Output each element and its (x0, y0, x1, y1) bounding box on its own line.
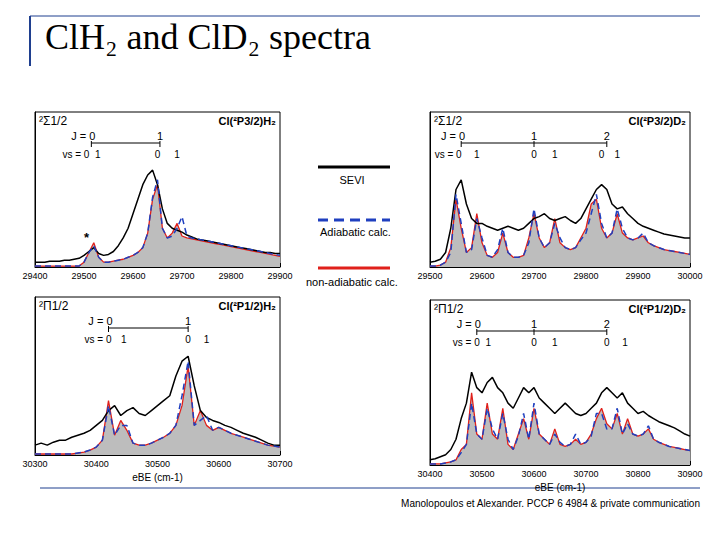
svg-text:J = 0: J = 0 (71, 130, 95, 142)
svg-text:0: 0 (185, 334, 191, 345)
svg-text:30400: 30400 (417, 469, 442, 479)
svg-text:29500: 29500 (71, 271, 96, 281)
svg-text:1: 1 (204, 334, 210, 345)
svg-text:30700: 30700 (573, 469, 598, 479)
svg-text:0: 0 (531, 149, 537, 160)
svg-text:1: 1 (614, 149, 620, 160)
svg-text:1: 1 (157, 130, 163, 142)
svg-text:1: 1 (622, 337, 628, 348)
svg-text:²Π1/2: ²Π1/2 (39, 299, 69, 313)
svg-text:vs = 0: vs = 0 (62, 149, 89, 160)
svg-text:*: * (84, 230, 90, 245)
svg-text:Manolopoulos et Alexander. PCC: Manolopoulos et Alexander. PCCP 6 4984 &… (401, 498, 700, 509)
svg-text:SEVI: SEVI (339, 174, 364, 186)
svg-text:²Π1/2: ²Π1/2 (434, 302, 464, 316)
svg-text:eBE (cm-1): eBE (cm-1) (535, 482, 586, 493)
svg-text:²Σ1/2: ²Σ1/2 (434, 114, 462, 128)
svg-text:vs = 0: vs = 0 (453, 337, 480, 348)
svg-text:1: 1 (531, 130, 537, 142)
svg-text:1: 1 (95, 149, 101, 160)
svg-text:J = 0: J = 0 (88, 315, 112, 327)
svg-text:30000: 30000 (677, 271, 702, 281)
svg-text:vs = 0: vs = 0 (435, 149, 462, 160)
svg-text:29900: 29900 (625, 271, 650, 281)
svg-text:30900: 30900 (677, 469, 702, 479)
svg-text:29700: 29700 (521, 271, 546, 281)
svg-text:29600: 29600 (469, 271, 494, 281)
svg-text:ClH₂ and ClD₂ spectra: ClH₂ and ClD₂ spectra (45, 17, 371, 57)
svg-text:0: 0 (604, 337, 610, 348)
svg-text:0: 0 (531, 337, 537, 348)
svg-text:30600: 30600 (521, 469, 546, 479)
svg-text:1: 1 (474, 149, 480, 160)
svg-text:1: 1 (185, 315, 191, 327)
svg-text:29800: 29800 (573, 271, 598, 281)
svg-text:30700: 30700 (267, 459, 292, 469)
svg-text:30600: 30600 (206, 459, 231, 469)
svg-text:Cl(²P3/2)H₂: Cl(²P3/2)H₂ (219, 115, 277, 127)
svg-text:29600: 29600 (120, 271, 145, 281)
svg-text:1: 1 (121, 334, 127, 345)
svg-text:30500: 30500 (145, 459, 170, 469)
svg-text:2: 2 (604, 130, 610, 142)
svg-text:non-adiabatic calc.: non-adiabatic calc. (306, 276, 398, 288)
svg-text:²Σ1/2: ²Σ1/2 (39, 114, 67, 128)
svg-text:1: 1 (552, 337, 558, 348)
svg-text:29400: 29400 (22, 271, 47, 281)
svg-text:1: 1 (174, 149, 180, 160)
svg-text:0: 0 (155, 149, 161, 160)
svg-text:30300: 30300 (22, 459, 47, 469)
svg-text:29700: 29700 (169, 271, 194, 281)
svg-text:Adiabatic calc.: Adiabatic calc. (320, 226, 391, 238)
svg-text:29500: 29500 (417, 271, 442, 281)
svg-text:Cl(²P1/2)H₂: Cl(²P1/2)H₂ (219, 300, 277, 312)
svg-text:29800: 29800 (218, 271, 243, 281)
svg-text:vs = 0: vs = 0 (85, 334, 112, 345)
svg-text:30400: 30400 (84, 459, 109, 469)
svg-text:Cl(²P3/2)D₂: Cl(²P3/2)D₂ (629, 115, 687, 127)
svg-text:29900: 29900 (267, 271, 292, 281)
svg-text:1: 1 (485, 337, 491, 348)
svg-text:Cl(²P1/2)D₂: Cl(²P1/2)D₂ (629, 303, 687, 315)
svg-text:2: 2 (604, 318, 610, 330)
svg-text:30500: 30500 (469, 469, 494, 479)
svg-text:J = 0: J = 0 (441, 130, 465, 142)
svg-text:1: 1 (552, 149, 558, 160)
svg-text:eBE (cm-1): eBE (cm-1) (132, 472, 183, 483)
svg-text:1: 1 (531, 318, 537, 330)
svg-text:30800: 30800 (625, 469, 650, 479)
svg-text:0: 0 (599, 149, 605, 160)
svg-text:J = 0: J = 0 (457, 318, 481, 330)
